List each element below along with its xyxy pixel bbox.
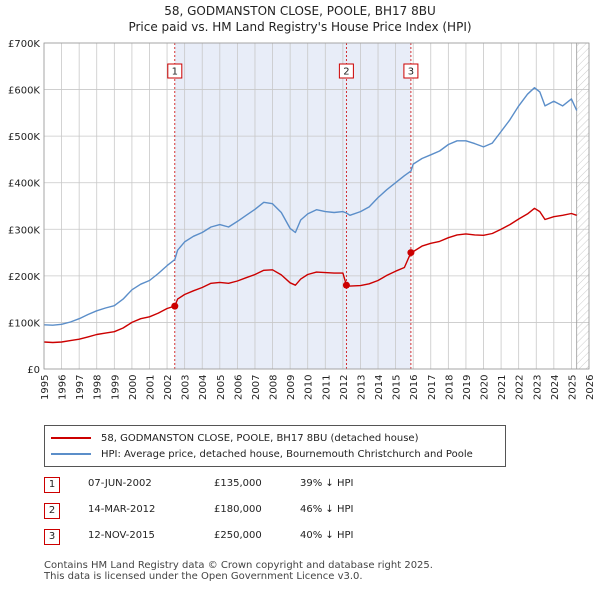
x-tick-label: 2020 [480,375,491,400]
legend: 58, GODMANSTON CLOSE, POOLE, BH17 8BU (d… [44,425,506,467]
x-tick-label: 2021 [497,375,508,400]
sale-price: £250,000 [214,530,262,541]
sale-number: 3 [44,529,60,545]
sale-price: £135,000 [214,478,262,489]
sale-number-label: 3 [408,67,414,78]
sale-point [342,281,350,289]
x-tick-label: 2017 [427,375,438,400]
x-tick-label: 2006 [233,375,244,400]
legend-item-sale: 58, GODMANSTON CLOSE, POOLE, BH17 8BU (d… [51,431,418,445]
table-row: 1 07-JUN-2002 £135,000 39% ↓ HPI [44,474,564,500]
footer-licence: This data is licensed under the Open Gov… [44,571,363,582]
y-tick-label: £300K [8,225,40,236]
sale-number-box [338,63,354,79]
x-tick-label: 2008 [269,375,280,400]
x-tick-label: 2003 [181,375,192,400]
sale-number-label: 2 [343,67,349,78]
x-tick-label: 2026 [585,375,596,400]
table-row: 2 14-MAR-2012 £180,000 46% ↓ HPI [44,500,564,526]
table-row: 3 12-NOV-2015 £250,000 40% ↓ HPI [44,526,564,552]
x-tick-label: 2024 [550,375,561,400]
x-tick-label: 2002 [163,375,174,400]
sale-number: 2 [44,503,60,519]
sale-hpi-diff: 40% ↓ HPI [300,530,354,541]
projection-hatch [576,43,589,369]
x-tick-label: 2013 [356,375,367,400]
y-tick-label: £500K [8,132,40,143]
y-tick-label: £0 [27,365,40,376]
x-tick-label: 2005 [216,375,227,400]
x-tick-label: 2022 [515,375,526,400]
chart-subtitle: Price paid vs. HM Land Registry's House … [128,20,472,34]
legend-item-hpi: HPI: Average price, detached house, Bour… [51,447,473,461]
legend-label-sale: 58, GODMANSTON CLOSE, POOLE, BH17 8BU (d… [101,432,419,444]
x-tick-label: 1999 [110,375,121,400]
x-tick-label: 2009 [286,375,297,400]
sale-price-line [43,207,577,344]
legend-line-hpi [51,453,91,455]
x-tick-label: 2001 [145,375,156,400]
x-tick-label: 1996 [58,375,69,400]
price-chart: 1 2 3 £0 £100K £200K £300K £400K £500K £600K £700K… [8,39,596,400]
y-tick-label: £400K [8,179,40,190]
plot-frame [43,42,590,370]
sale-number-box [167,63,183,79]
x-tick-label: 2016 [409,375,420,400]
sale-date: 14-MAR-2012 [88,504,156,515]
x-tick-label: 2018 [444,375,455,400]
x-tick-label: 1995 [40,375,51,400]
x-tick-label: 2023 [532,375,543,400]
chart-title: 58, GODMANSTON CLOSE, POOLE, BH17 8BU [164,4,436,18]
x-tick-label: 2010 [304,375,315,400]
y-tick-label: £100K [8,318,40,329]
x-tick-label: 2000 [128,375,139,400]
x-tick-label: 1997 [75,375,86,400]
y-tick-label: £700K [8,39,40,50]
sale-hpi-diff: 39% ↓ HPI [300,478,354,489]
x-tick-label: 2011 [321,375,332,400]
ownership-shade [174,43,411,369]
sale-date: 12-NOV-2015 [88,530,155,541]
x-tick-label: 2007 [251,375,262,400]
sales-table: 1 07-JUN-2002 £135,000 39% ↓ HPI 2 14-MA… [44,474,564,552]
sale-date: 07-JUN-2002 [88,478,152,489]
footer: Contains HM Land Registry data © Crown c… [44,560,433,582]
x-tick-label: 2015 [392,375,403,400]
sale-price: £180,000 [214,504,262,515]
y-tick-label: £600K [8,86,40,97]
x-tick-label: 2004 [198,375,209,400]
x-tick-label: 2012 [339,375,350,400]
x-tick-label: 2014 [374,375,385,400]
x-tick-label: 2019 [462,375,473,400]
legend-line-sale [51,437,91,439]
sale-point [407,249,415,257]
x-tick-label: 2025 [567,375,578,400]
sale-number-label: 1 [172,67,178,78]
sale-point [171,302,179,310]
hpi-line [43,87,578,326]
footer-copyright: Contains HM Land Registry data © Crown c… [44,560,433,571]
y-tick-label: £200K [8,272,40,283]
sale-hpi-diff: 46% ↓ HPI [300,504,354,515]
legend-label-hpi: HPI: Average price, detached house, Bour… [101,448,473,460]
sale-number: 1 [44,477,60,493]
x-tick-label: 1998 [93,375,104,400]
sale-number-box [403,63,419,79]
